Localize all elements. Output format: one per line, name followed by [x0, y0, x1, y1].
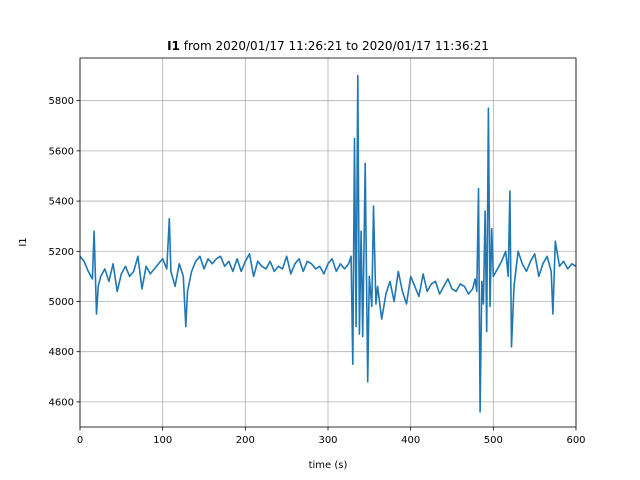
chart-title-rest: from 2020/01/17 11:26:21 to 2020/01/17 1…: [180, 39, 489, 53]
x-axis-label: time (s): [309, 460, 348, 471]
x-tick-label: 600: [566, 435, 585, 446]
y-tick-label: 5600: [49, 146, 74, 157]
y-tick-label: 5800: [49, 96, 74, 107]
x-tick-label: 100: [153, 435, 172, 446]
y-tick-label: 5000: [49, 297, 74, 308]
x-tick-label: 0: [77, 435, 83, 446]
x-tick-label: 300: [318, 435, 337, 446]
x-tick-label: 500: [484, 435, 503, 446]
y-tick-label: 5400: [49, 197, 74, 208]
y-tick-label: 4600: [49, 397, 74, 408]
x-tick-label: 200: [236, 435, 255, 446]
y-tick-label: 5200: [49, 247, 74, 258]
chart-title-bold: I1: [167, 39, 180, 53]
ticks: 0 100 200 300 400 500 600 4600 4800 5000 5200 5400 5…: [49, 96, 586, 446]
x-tick-label: 400: [401, 435, 420, 446]
y-tick-label: 4800: [49, 347, 74, 358]
y-axis-label: I1: [18, 237, 29, 246]
series-layer: [79, 74, 577, 413]
series-line: [79, 74, 577, 413]
chart-title: I1 from 2020/01/17 11:26:21 to 2020/01/1…: [167, 39, 489, 53]
